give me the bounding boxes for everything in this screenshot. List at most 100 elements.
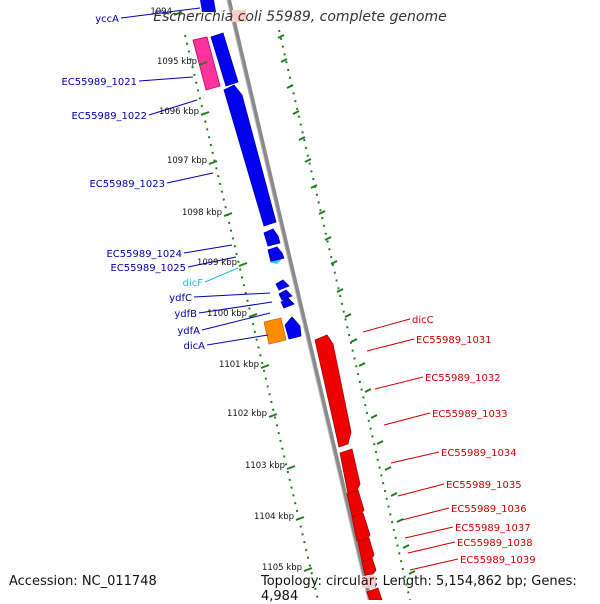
outer-dashes: [277, 34, 416, 575]
left-labels: yccA EC55989_1021 EC55989_1022 EC55989_1023…: [61, 7, 273, 352]
gene-label: EC55989_1039: [460, 555, 536, 566]
tick-label: 1105 kbp: [262, 563, 302, 573]
tick-mark: [268, 413, 278, 418]
leader-line: [201, 312, 271, 331]
outer-dash: [364, 388, 372, 393]
cds-ydfb: [278, 289, 293, 301]
leader-line: [407, 541, 456, 554]
gene-label: yccA: [95, 14, 119, 25]
genome-backbone-highlight: [226, 0, 369, 600]
page-title: Escherichia coli 55989, complete genome: [153, 9, 447, 25]
outer-dash: [370, 414, 378, 419]
cds-ec55989-1035: [357, 537, 375, 562]
outer-dash: [277, 34, 285, 39]
tick-mark: [198, 61, 208, 66]
leader-line: [397, 483, 445, 497]
cds-top-fragment: [200, 0, 216, 12]
gene-label: ydfB: [174, 309, 197, 320]
right-labels: dicC EC55989_1031 EC55989_1032 EC55989_1033…: [362, 315, 536, 571]
tick-mark: [248, 313, 258, 318]
leader-line: [362, 318, 411, 333]
gene-label: EC55989_1031: [416, 335, 492, 346]
tick-label: 1096 kbp: [159, 107, 199, 117]
cds-ec55989-1036: [361, 557, 377, 576]
tick-mark: [223, 212, 233, 217]
gene-label: dicC: [412, 315, 434, 326]
gene-label: ydfA: [177, 326, 200, 337]
accession-text: Accession: NC_011748: [9, 574, 157, 589]
tick-mark: [200, 111, 210, 116]
gene-label: EC55989_1021: [61, 77, 137, 88]
tick-mark: [208, 160, 218, 165]
outer-dash: [336, 288, 344, 293]
gene-label: EC55989_1032: [425, 373, 501, 384]
gene-label: EC55989_1034: [441, 448, 517, 459]
outer-dash: [344, 313, 352, 318]
gene-label: EC55989_1038: [457, 538, 533, 549]
outer-dash: [310, 184, 318, 189]
tick-label: 1094: [150, 7, 172, 17]
gene-label: dicA: [184, 341, 206, 352]
outer-dash: [298, 136, 306, 141]
rna-dicf: [270, 259, 282, 264]
outer-dash: [318, 210, 326, 215]
leader-line: [404, 526, 454, 539]
orange-feature: [263, 317, 287, 345]
outer-dash: [376, 440, 384, 445]
leader-line: [183, 244, 233, 254]
leader-line: [401, 507, 450, 521]
outer-dash: [408, 570, 416, 575]
leader-line: [120, 7, 201, 19]
tick-ruler: [184, 34, 319, 600]
leader-line: [409, 558, 459, 571]
cds-ec55989-1032: [339, 448, 361, 495]
pseudo-ec55989-1021: [192, 36, 221, 91]
tick-label: 1098 kbp: [182, 208, 222, 218]
forward-features: [210, 32, 302, 340]
leader-line: [187, 256, 237, 268]
tick-label: 1099 kbp: [197, 258, 237, 268]
cds-ec55989-1031: [314, 334, 352, 448]
gene-label: EC55989_1022: [71, 111, 147, 122]
outer-dash: [358, 362, 366, 367]
tick-label: 1095 kbp: [157, 57, 197, 67]
outer-dash: [402, 544, 410, 549]
leader-line: [206, 334, 269, 346]
gene-label: EC55989_1036: [451, 504, 527, 515]
leader-line: [204, 267, 239, 283]
tick-marks: 1094 1095 kbp 1096 kbp 1097 kbp 1098 kbp 1099…: [150, 7, 313, 573]
cds-ec55989-1033: [346, 489, 365, 517]
tick-mark: [260, 364, 270, 369]
leader-line: [138, 76, 194, 82]
cds-ec55989-1025: [267, 246, 285, 263]
leader-line: [166, 172, 214, 184]
tick-label: 1103 kbp: [245, 461, 285, 471]
tick-label: 1101 kbp: [219, 360, 259, 370]
outer-dash: [350, 338, 358, 343]
outer-dash: [280, 58, 288, 63]
gene-label: EC55989_1025: [110, 263, 186, 274]
tick-label: 1102 kbp: [227, 409, 267, 419]
leader-line: [148, 99, 198, 116]
cds-dica: [284, 316, 302, 340]
outer-dash: [390, 492, 398, 497]
cds-ec55989-1024: [263, 228, 281, 247]
leader-line: [366, 338, 415, 352]
reverse-features: [314, 334, 383, 600]
tick-label: 1100 kbp: [207, 309, 247, 319]
cds-ec55989-1022: [223, 84, 277, 227]
gene-label: EC55989_1033: [432, 409, 508, 420]
cds-ydfa: [280, 297, 295, 309]
cds-ec55989-1021: [210, 32, 239, 87]
outer-dash: [286, 84, 294, 89]
gene-label: ydfC: [169, 293, 192, 304]
reverse-faded-fragment: [362, 576, 376, 588]
tick-mark: [295, 516, 305, 521]
tick-label: 1097 kbp: [167, 156, 207, 166]
outer-ruler: [278, 29, 411, 600]
gene-label: EC55989_1023: [89, 179, 165, 190]
leader-line: [390, 451, 440, 464]
tick-label: 1104 kbp: [254, 512, 294, 522]
cds-ec55989-1038: [366, 587, 383, 600]
